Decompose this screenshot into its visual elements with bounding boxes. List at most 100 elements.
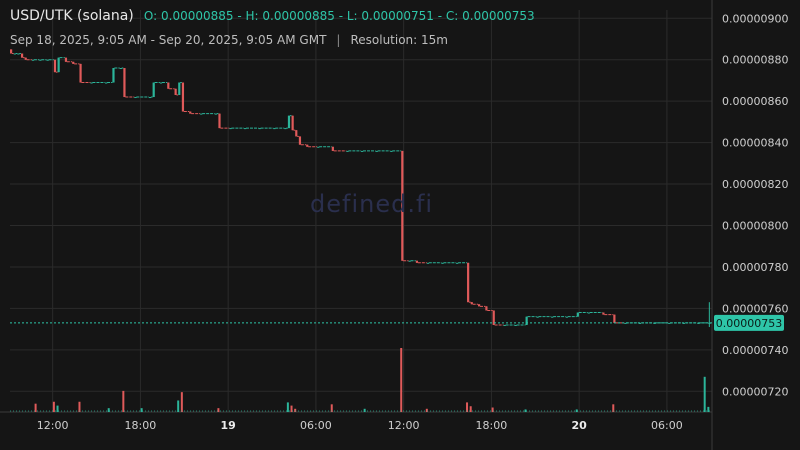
- candle-body: [613, 314, 616, 323]
- candle: [401, 150, 409, 262]
- candle-body: [119, 68, 122, 70]
- candle-body: [306, 144, 309, 147]
- candle-body: [470, 302, 473, 305]
- candle-body: [105, 82, 108, 84]
- ohlc-readout: O: 0.00000885 - H: 0.00000885 - L: 0.000…: [143, 9, 535, 23]
- candle: [485, 306, 493, 311]
- candle: [565, 316, 577, 318]
- candle-body: [90, 82, 93, 84]
- candle-body: [408, 260, 411, 262]
- candle-body: [331, 146, 334, 151]
- candle: [514, 324, 526, 326]
- volume-bar: [703, 376, 706, 412]
- volume-bar: [491, 407, 494, 412]
- candle-body: [587, 312, 590, 314]
- candle: [112, 67, 120, 83]
- candle-body: [624, 322, 627, 324]
- volume-bar: [286, 402, 289, 412]
- candle-body: [295, 130, 298, 137]
- candle-body: [64, 57, 68, 62]
- candle: [525, 316, 537, 325]
- x-tick-label: 18:00: [125, 419, 157, 432]
- candle: [415, 260, 427, 264]
- candle: [668, 322, 683, 324]
- volume-bar: [294, 408, 297, 412]
- y-tick-label: 0.00000860: [722, 95, 788, 108]
- separator: |: [336, 33, 341, 47]
- x-tick-label: 19: [221, 419, 236, 432]
- candle-body: [174, 88, 177, 95]
- candle-body: [53, 59, 57, 73]
- candle-body: [159, 82, 163, 84]
- candle: [244, 127, 259, 130]
- volume-bar: [466, 402, 469, 412]
- candle: [441, 262, 457, 264]
- candle-body: [148, 97, 152, 99]
- x-tick-label: 06:00: [300, 419, 332, 432]
- candle: [470, 302, 478, 305]
- candle: [20, 53, 25, 59]
- candle-body: [536, 316, 539, 318]
- candle: [57, 57, 65, 73]
- candle-body: [401, 150, 404, 261]
- pair-symbol: USD/UTK (solana): [10, 8, 134, 24]
- candle-body: [273, 128, 276, 130]
- candle: [53, 59, 58, 73]
- candle-body: [485, 306, 488, 311]
- y-tick-label: 0.00000760: [722, 302, 788, 315]
- candle: [426, 262, 442, 264]
- candle-body: [456, 262, 459, 264]
- candle: [576, 312, 588, 317]
- candle-body: [134, 97, 137, 99]
- candle: [284, 127, 288, 130]
- candle: [178, 82, 182, 95]
- candle: [214, 113, 219, 115]
- candle: [189, 111, 201, 115]
- candle-body: [602, 312, 605, 315]
- candle-body: [284, 128, 287, 130]
- candle-body: [287, 115, 291, 129]
- candle: [536, 316, 552, 318]
- chart-subheader: Sep 18, 2025, 9:05 AM - Sep 20, 2025, 9:…: [10, 33, 448, 47]
- candle: [624, 322, 639, 324]
- volume-bar: [52, 401, 55, 412]
- y-tick-label: 0.00000780: [722, 261, 788, 274]
- candle: [456, 262, 468, 264]
- candle: [298, 136, 307, 146]
- y-tick-label: 0.00000900: [722, 12, 788, 25]
- candle-body: [20, 53, 24, 58]
- candle: [306, 144, 318, 148]
- candle-body: [291, 115, 294, 131]
- volume-bar: [140, 408, 143, 412]
- candle: [346, 150, 361, 152]
- candle: [17, 53, 21, 55]
- watermark-logo: defined.fi: [310, 190, 434, 218]
- volume-bar: [469, 406, 472, 412]
- candle: [200, 113, 215, 115]
- candle-body: [229, 128, 232, 130]
- candle-body: [31, 59, 35, 61]
- candle: [31, 59, 40, 61]
- candle-body: [189, 111, 192, 114]
- candle-body: [317, 146, 320, 148]
- candle-body: [13, 53, 16, 55]
- candle-body: [244, 128, 247, 130]
- x-tick-label: 18:00: [476, 419, 508, 432]
- chart-header: USD/UTK (solana) O: 0.00000885 - H: 0.00…: [10, 8, 535, 24]
- y-tick-label: 0.00000740: [722, 344, 788, 357]
- candle-body: [390, 150, 393, 152]
- candle: [10, 49, 14, 55]
- y-tick-label: 0.00000800: [722, 220, 788, 233]
- candle: [64, 57, 73, 63]
- candle: [273, 127, 285, 130]
- volume-bar: [180, 392, 183, 412]
- candle: [708, 302, 711, 328]
- candle-body: [708, 322, 711, 324]
- candle: [148, 96, 153, 99]
- volume-bar: [122, 390, 125, 412]
- candle: [408, 260, 416, 262]
- candle-body: [214, 113, 217, 115]
- time-range: Sep 18, 2025, 9:05 AM - Sep 20, 2025, 9:…: [10, 33, 327, 47]
- candle-body: [112, 68, 115, 83]
